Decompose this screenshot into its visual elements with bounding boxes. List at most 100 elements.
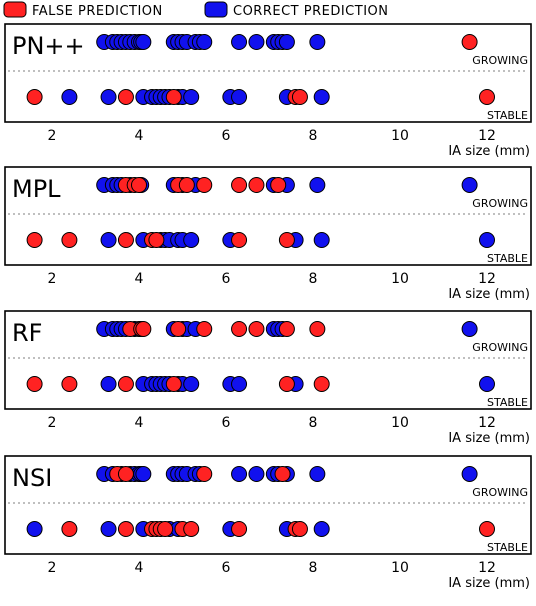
point-correct: [248, 34, 265, 50]
method-title: MPL: [12, 175, 61, 203]
point-false: [117, 232, 134, 248]
x-tick-label: 4: [135, 415, 144, 431]
legend-swatch-false: [3, 1, 27, 18]
point-correct: [26, 521, 43, 537]
x-tick-label: 10: [391, 415, 409, 431]
x-tick-label: 2: [48, 415, 57, 431]
point-false: [231, 232, 248, 248]
point-false: [278, 376, 295, 392]
point-correct: [100, 521, 117, 537]
point-false: [183, 521, 200, 537]
x-tick-label: 12: [478, 128, 496, 144]
point-correct: [461, 466, 478, 482]
method-title: RF: [12, 319, 42, 347]
point-false: [313, 376, 330, 392]
point-correct: [248, 466, 265, 482]
row-label-stable: STABLE: [487, 109, 528, 122]
point-false: [248, 321, 265, 337]
point-correct: [183, 232, 200, 248]
point-correct: [231, 89, 248, 105]
point-false: [270, 177, 287, 193]
x-axis-label: IA size (mm): [448, 576, 530, 591]
legend-label-false: FALSE PREDICTION: [32, 4, 163, 19]
point-false: [178, 177, 195, 193]
point-false: [117, 376, 134, 392]
point-false: [231, 321, 248, 337]
point-false: [231, 177, 248, 193]
method-title: NSI: [12, 464, 52, 492]
x-tick-label: 12: [478, 271, 496, 287]
point-false: [196, 466, 213, 482]
point-correct: [61, 89, 78, 105]
point-false: [165, 376, 182, 392]
point-false: [278, 321, 295, 337]
point-correct: [183, 89, 200, 105]
point-correct: [278, 34, 295, 50]
point-correct: [135, 34, 152, 50]
row-label-growing: GROWING: [472, 341, 528, 354]
point-correct: [479, 232, 495, 248]
x-tick-label: 10: [391, 560, 409, 576]
point-false: [61, 521, 78, 537]
x-axis-label: IA size (mm): [448, 144, 530, 159]
point-false: [157, 521, 174, 537]
point-false: [135, 321, 152, 337]
point-false: [61, 232, 78, 248]
row-label-growing: GROWING: [472, 54, 528, 67]
x-tick-label: 12: [478, 560, 496, 576]
point-false: [248, 177, 265, 193]
x-tick-label: 6: [222, 560, 231, 576]
point-false: [274, 466, 291, 482]
x-tick-label: 8: [309, 560, 318, 576]
x-tick-label: 6: [222, 271, 231, 287]
point-false: [26, 89, 43, 105]
point-false: [278, 232, 295, 248]
row-label-stable: STABLE: [487, 396, 528, 409]
point-correct: [309, 177, 326, 193]
point-correct: [135, 466, 152, 482]
point-correct: [313, 521, 330, 537]
point-correct: [231, 34, 248, 50]
point-false: [479, 521, 495, 537]
point-false: [196, 177, 213, 193]
point-false: [165, 89, 182, 105]
point-correct: [479, 376, 495, 392]
point-false: [309, 321, 326, 337]
x-tick-label: 4: [135, 271, 144, 287]
row-label-stable: STABLE: [487, 252, 528, 265]
point-correct: [313, 232, 330, 248]
point-false: [117, 521, 134, 537]
point-correct: [313, 89, 330, 105]
x-tick-label: 2: [48, 128, 57, 144]
point-false: [196, 321, 213, 337]
x-tick-label: 4: [135, 128, 144, 144]
x-tick-label: 8: [309, 128, 318, 144]
point-false: [26, 232, 43, 248]
method-title: PN++: [12, 32, 85, 60]
point-correct: [461, 321, 478, 337]
point-correct: [100, 376, 117, 392]
legend-label-correct: CORRECT PREDICTION: [233, 4, 388, 19]
legend: FALSE PREDICTION CORRECT PREDICTION: [3, 1, 388, 19]
x-tick-label: 6: [222, 415, 231, 431]
x-tick-label: 2: [48, 560, 57, 576]
x-tick-label: 2: [48, 271, 57, 287]
point-correct: [309, 34, 326, 50]
point-false: [461, 34, 478, 50]
point-correct: [100, 232, 117, 248]
point-false: [231, 521, 248, 537]
row-label-growing: GROWING: [472, 486, 528, 499]
point-correct: [231, 376, 248, 392]
x-axis-label: IA size (mm): [448, 287, 530, 302]
legend-swatch-correct: [204, 1, 228, 18]
point-false: [117, 89, 134, 105]
x-tick-label: 8: [309, 415, 318, 431]
point-false: [131, 177, 147, 193]
x-tick-label: 12: [478, 415, 496, 431]
